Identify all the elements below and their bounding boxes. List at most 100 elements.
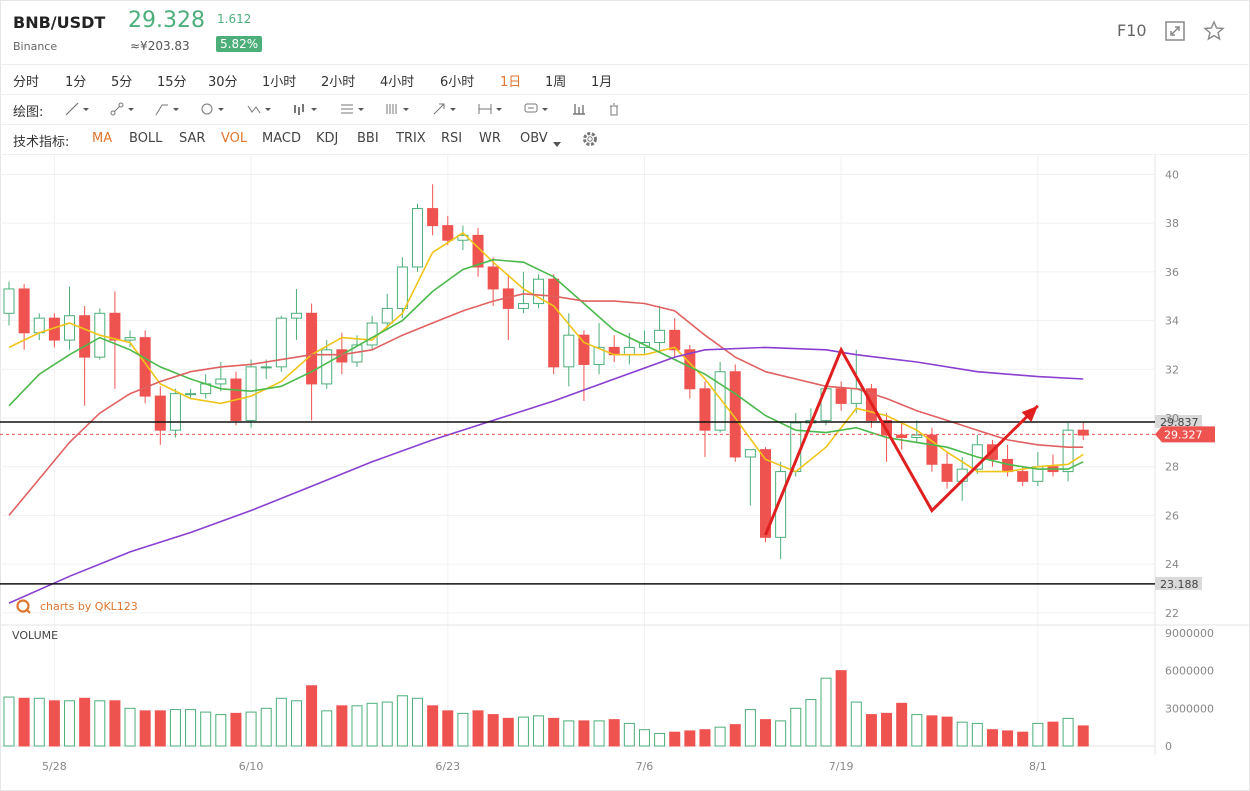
candle [593, 346, 605, 365]
volume-bar [457, 712, 469, 747]
pattern-tool-icon[interactable] [293, 102, 319, 120]
candle [714, 371, 726, 431]
volume-bar [835, 670, 847, 747]
ticker-header: BNB/USDT Binance 29.328 ≈¥203.83 1.612 5… [0, 0, 1250, 65]
candle [1077, 429, 1089, 436]
volume-bar [941, 716, 953, 747]
timeframe-1分[interactable]: 1分 [65, 75, 87, 90]
indicator-obv[interactable]: OBV [520, 131, 548, 146]
fullscreen-icon[interactable] [1164, 20, 1186, 42]
x-tick-label: 5/28 [42, 760, 67, 773]
volume-bar [1032, 722, 1044, 747]
timeframe-4小时[interactable]: 4小时 [380, 75, 415, 90]
timeframe-15分[interactable]: 15分 [157, 75, 187, 90]
indicator-ma[interactable]: MA [92, 131, 113, 146]
timeframe-分时[interactable]: 分时 [13, 75, 40, 90]
x-tick-label: 8/1 [1029, 760, 1047, 773]
volume-tick-label: 0 [1165, 740, 1172, 753]
volume-bar [956, 721, 968, 747]
timeframe-1日[interactable]: 1日 [500, 75, 522, 90]
volume-bar [412, 697, 424, 747]
current-price-label: 29.327 [1164, 428, 1203, 441]
trash-icon[interactable] [607, 102, 633, 120]
volume-bar [760, 719, 771, 747]
volume-bar [366, 702, 378, 747]
candle [744, 449, 756, 458]
volume-bar [729, 724, 741, 747]
timeframe-1周[interactable]: 1周 [545, 75, 567, 90]
star-icon[interactable] [1203, 20, 1225, 42]
candle [109, 312, 121, 341]
volume-bar [517, 716, 529, 747]
volume-bar [94, 700, 106, 747]
volume-bar [215, 714, 227, 747]
volume-bar [805, 699, 817, 747]
qkl-logo-icon [16, 599, 30, 613]
volume-bar [563, 720, 575, 747]
candle [336, 349, 348, 363]
indicator-vol[interactable]: VOL [221, 131, 248, 146]
candle [185, 393, 197, 396]
candle [64, 315, 76, 341]
drawing-label: 绘图: [13, 105, 44, 120]
y-tick-label: 28 [1165, 461, 1179, 474]
obv-dropdown-icon[interactable] [553, 136, 561, 151]
indicator-boll[interactable]: BOLL [129, 131, 163, 146]
gann-tool-icon[interactable] [385, 102, 411, 120]
volume-bar [533, 715, 545, 747]
candle [472, 234, 484, 268]
timeframe-6小时[interactable]: 6小时 [440, 75, 475, 90]
volume-bar [48, 700, 60, 747]
indicator-kdj[interactable]: KDJ [316, 131, 339, 146]
candle [775, 471, 787, 538]
volume-bar [442, 710, 454, 747]
volume-bar [1017, 731, 1029, 747]
timeframe-30分[interactable]: 30分 [208, 75, 238, 90]
candle [729, 371, 741, 458]
volume-bar [200, 711, 212, 747]
volume-bar [64, 700, 76, 747]
settings-gear-icon[interactable] [581, 130, 599, 152]
indicator-macd[interactable]: MACD [262, 131, 301, 146]
indicator-sar[interactable]: SAR [179, 131, 206, 146]
candle [18, 288, 30, 334]
measure-tool-icon[interactable] [478, 102, 504, 120]
bars-tool-icon[interactable] [572, 102, 598, 120]
indicator-rsi[interactable]: RSI [441, 131, 463, 146]
candle [517, 303, 529, 309]
timeframe-5分[interactable]: 5分 [111, 75, 133, 90]
chart-watermark: charts by QKL123 [40, 600, 138, 613]
zigzag-tool-icon[interactable] [247, 102, 273, 120]
indicator-trix[interactable]: TRIX [396, 131, 426, 146]
line-tool-icon[interactable] [65, 102, 91, 120]
volume-pane-label: VOLUME [12, 629, 58, 642]
volume-bar [638, 729, 650, 747]
candle [427, 208, 439, 227]
volume-bar [336, 705, 348, 747]
volume-bar [124, 707, 136, 747]
timeframe-2小时[interactable]: 2小时 [321, 75, 356, 90]
indicator-wr[interactable]: WR [479, 131, 501, 146]
candle [215, 378, 227, 385]
circle-tool-icon[interactable] [200, 102, 226, 120]
arrow-tool-icon[interactable] [432, 102, 458, 120]
f10-button[interactable]: F10 [1117, 21, 1147, 40]
volume-bar [154, 710, 166, 747]
channel-tool-icon[interactable] [155, 102, 181, 120]
volume-bar [578, 720, 590, 747]
candle [154, 395, 166, 431]
segment-tool-icon[interactable] [110, 102, 136, 120]
volume-bar [865, 714, 877, 747]
price-change: 1.612 [217, 12, 252, 26]
volume-bar [669, 731, 681, 747]
timeframe-1月[interactable]: 1月 [591, 75, 613, 90]
volume-bar [3, 696, 15, 747]
text-tool-icon[interactable] [524, 102, 550, 120]
indicator-bbi[interactable]: BBI [357, 131, 379, 146]
trend-arrow-path[interactable] [764, 346, 1039, 536]
volume-bar [109, 700, 121, 747]
timeframe-1小时[interactable]: 1小时 [262, 75, 297, 90]
fib-tool-icon[interactable] [340, 102, 366, 120]
volume-bar [427, 705, 439, 747]
